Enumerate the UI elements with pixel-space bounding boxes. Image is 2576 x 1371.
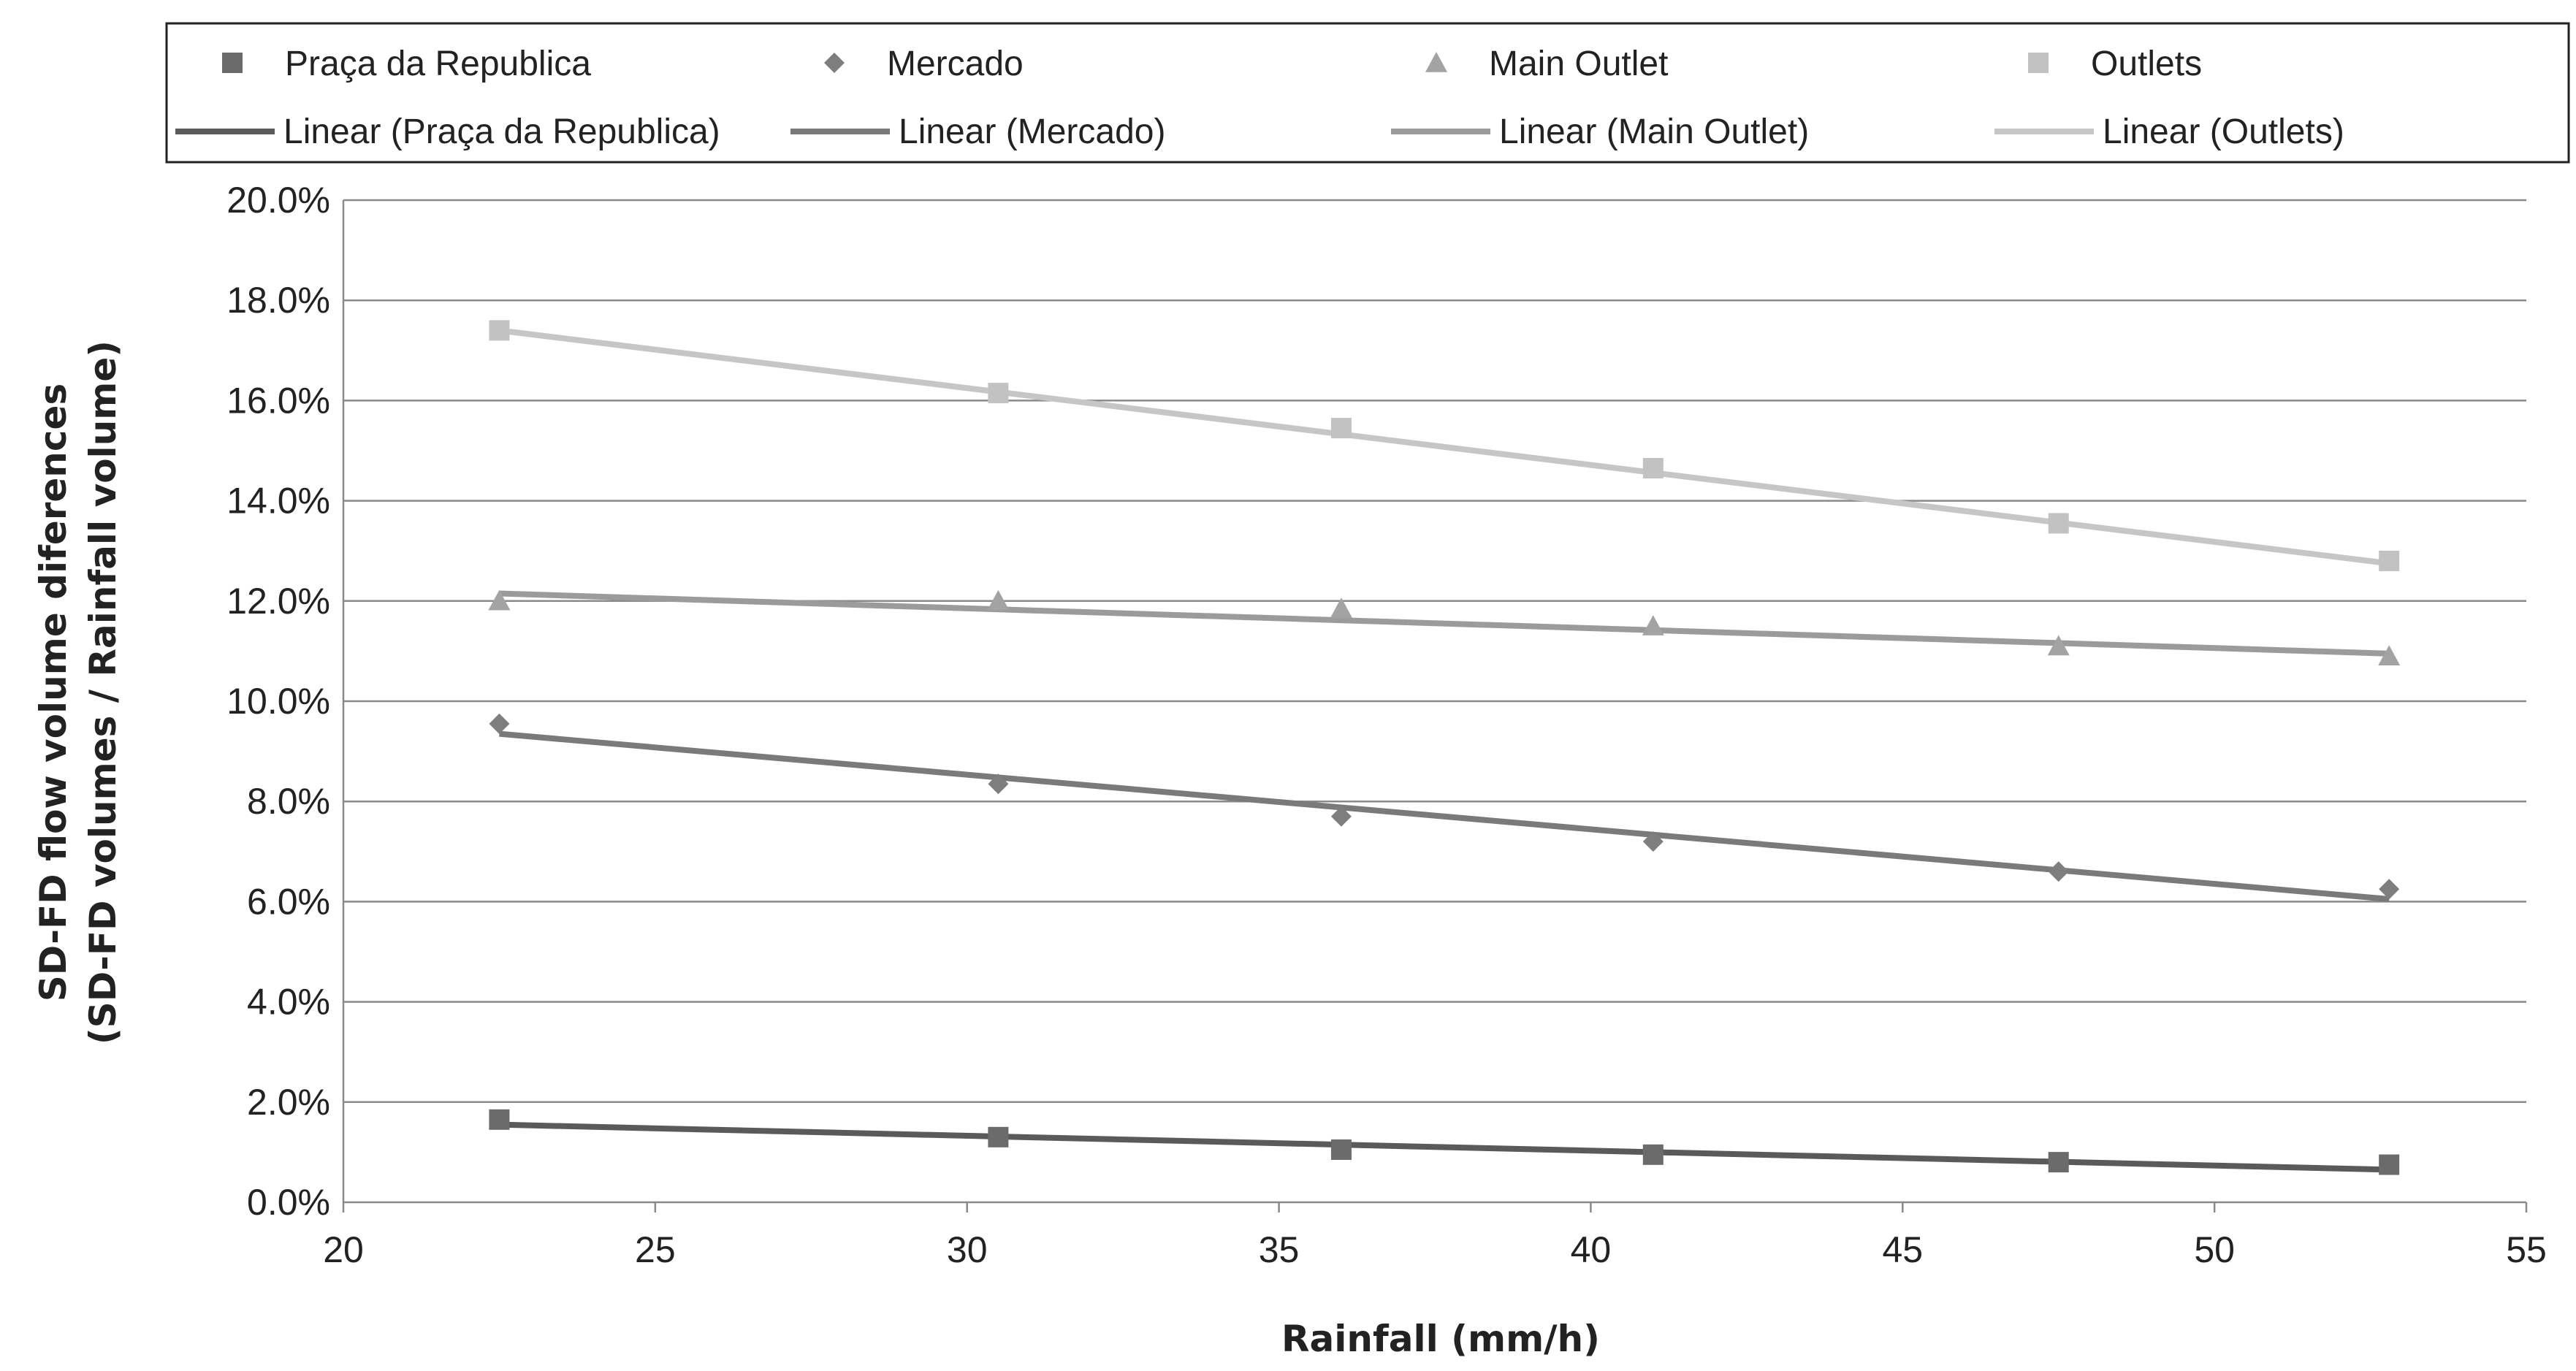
data-markers bbox=[488, 320, 2401, 1175]
legend-trend-label-main-outlet: Linear (Main Outlet) bbox=[1499, 112, 1809, 151]
x-tick-label: 40 bbox=[1571, 1229, 1612, 1270]
data-point-praca-da-republica bbox=[489, 1109, 510, 1130]
legend-trend-label-outlets: Linear (Outlets) bbox=[2103, 112, 2344, 151]
data-point-praca-da-republica bbox=[2379, 1154, 2400, 1175]
data-point-praca-da-republica bbox=[988, 1126, 1009, 1147]
legend-label-praca-da-republica: Praça da Republica bbox=[285, 45, 591, 83]
legend-label-main-outlet: Main Outlet bbox=[1489, 45, 1668, 83]
data-point-outlets bbox=[489, 320, 510, 341]
x-axis-ticks: 20 25 30 35 40 45 50 55 bbox=[323, 1202, 2547, 1270]
data-point-outlets bbox=[1642, 458, 1664, 479]
legend-label-outlets: Outlets bbox=[2091, 45, 2202, 83]
data-point-main-outlet bbox=[987, 589, 1010, 611]
y-tick-label: 10.0% bbox=[226, 681, 330, 722]
y-tick-label: 20.0% bbox=[226, 180, 330, 221]
y-tick-label: 6.0% bbox=[247, 881, 330, 922]
data-point-mercado bbox=[988, 774, 1009, 795]
data-point-praca-da-republica bbox=[1330, 1139, 1352, 1160]
y-tick-label: 18.0% bbox=[226, 280, 330, 321]
y-tick-label: 4.0% bbox=[247, 982, 330, 1023]
trendline-main-outlet bbox=[499, 590, 2390, 657]
x-tick-label: 55 bbox=[2506, 1229, 2547, 1270]
x-tick-label: 20 bbox=[323, 1229, 364, 1270]
data-point-main-outlet bbox=[2047, 635, 2070, 656]
legend: Praça da Republica Linear (Praça da Repub… bbox=[175, 45, 2344, 151]
data-point-outlets bbox=[988, 383, 1009, 404]
trendlines bbox=[498, 327, 2390, 1173]
legend-marker-praca-da-republica bbox=[222, 53, 243, 73]
data-point-mercado bbox=[489, 713, 510, 734]
data-point-mercado bbox=[2048, 861, 2069, 882]
x-tick-label: 25 bbox=[635, 1229, 676, 1270]
data-point-outlets bbox=[2048, 513, 2069, 534]
x-tick-label: 45 bbox=[1882, 1229, 1923, 1270]
data-point-outlets bbox=[2379, 550, 2400, 571]
data-point-main-outlet bbox=[2378, 645, 2401, 666]
data-point-praca-da-republica bbox=[2048, 1152, 2069, 1173]
data-point-praca-da-republica bbox=[1642, 1144, 1664, 1165]
y-tick-label: 2.0% bbox=[247, 1082, 330, 1123]
legend-marker-mercado bbox=[824, 53, 845, 73]
legend-trend-label-mercado: Linear (Mercado) bbox=[899, 112, 1165, 151]
legend-trend-label-praca-da-republica: Linear (Praça da Republica) bbox=[283, 112, 720, 151]
data-point-outlets bbox=[1330, 418, 1352, 439]
y-tick-label: 12.0% bbox=[226, 581, 330, 622]
x-tick-label: 30 bbox=[947, 1229, 988, 1270]
x-axis-title: Rainfall (mm/h) bbox=[1281, 1318, 1600, 1360]
y-tick-label: 14.0% bbox=[226, 481, 330, 522]
data-point-main-outlet bbox=[1330, 597, 1352, 618]
trendline-outlets bbox=[498, 327, 2390, 567]
legend-label-mercado: Mercado bbox=[887, 45, 1024, 83]
y-axis-ticks: 0.0% 2.0% 4.0% 6.0% 8.0% 10.0% 12.0% 14.0% 16.0%… bbox=[226, 180, 330, 1223]
y-axis-title: SD-FD flow volume diferences (SD-FD volu… bbox=[32, 340, 124, 1045]
y-tick-label: 0.0% bbox=[247, 1182, 330, 1223]
y-tick-label: 16.0% bbox=[226, 380, 330, 421]
trendline-mercado bbox=[499, 730, 2390, 902]
x-tick-label: 50 bbox=[2194, 1229, 2235, 1270]
data-point-mercado bbox=[1642, 831, 1664, 852]
legend-marker-main-outlet bbox=[1425, 52, 1447, 72]
data-point-main-outlet bbox=[1642, 615, 1664, 635]
legend-box bbox=[165, 22, 2570, 164]
x-tick-label: 35 bbox=[1259, 1229, 1300, 1270]
trendline-praca-da-republica bbox=[499, 1121, 2390, 1173]
y-tick-label: 8.0% bbox=[247, 781, 330, 822]
y-axis-title-line-2: (SD-FD volumes / Rainfall volume) bbox=[82, 340, 124, 1045]
y-axis-title-line-1: SD-FD flow volume diferences bbox=[32, 383, 75, 1001]
data-point-mercado bbox=[1330, 806, 1352, 827]
data-point-main-outlet bbox=[488, 589, 511, 611]
legend-marker-outlets bbox=[2028, 53, 2049, 73]
data-point-mercado bbox=[2379, 879, 2400, 900]
